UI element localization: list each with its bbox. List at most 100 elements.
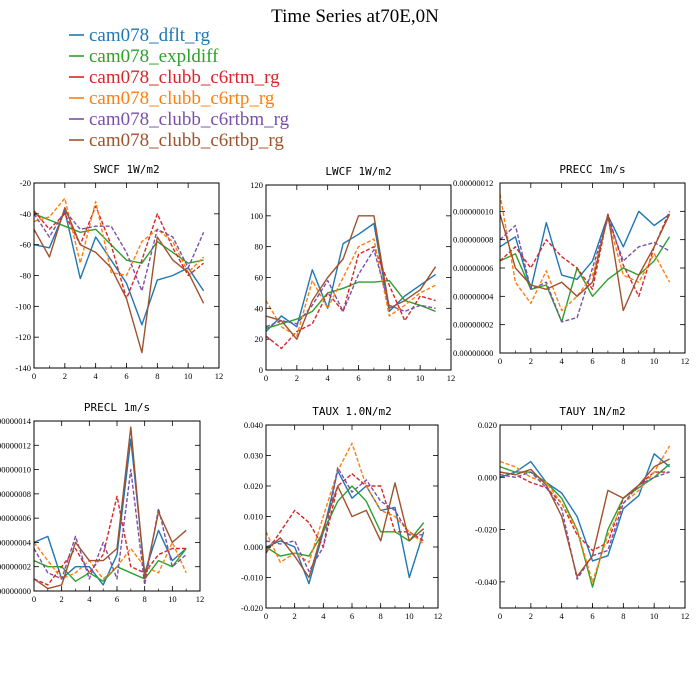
x-tick-label: 2 [295, 373, 299, 383]
y-tick-label: -0.020 [241, 603, 263, 613]
y-tick-label: 0.00000006 [0, 513, 31, 523]
plot-frame [265, 184, 452, 371]
y-tick-label: 100 [250, 211, 263, 221]
x-tick-label: 12 [434, 611, 443, 621]
x-tick-label: 0 [32, 371, 36, 381]
y-tick-label: 0.030 [244, 451, 263, 461]
x-tick-label: 12 [447, 373, 456, 383]
series-line-cam078-clubb-c6rtbm-rg [500, 471, 670, 580]
series-line-cam078-dflt-rg [266, 470, 425, 585]
x-tick-label: 2 [293, 611, 297, 621]
series-line-cam078-expldiff [34, 548, 187, 582]
y-tick-label: -80 [20, 271, 31, 281]
x-tick-label: 2 [529, 611, 533, 621]
y-tick-label: -120 [15, 332, 31, 342]
y-tick-label: -0.040 [475, 577, 497, 587]
y-tick-label: 0.00000014 [0, 416, 32, 426]
x-tick-label: 0 [498, 356, 502, 366]
series-line-cam078-expldiff [500, 236, 671, 323]
chart-panels: SWCF 1W/m2 0 2 4 6 8 10 12 -140 -120 -100 -80 -60 -40… [0, 163, 689, 621]
x-tick-label: 12 [196, 594, 205, 604]
series-line-cam078-clubb-c6rtbp-rg [34, 206, 205, 354]
x-tick-label: 6 [356, 373, 360, 383]
x-tick-label: 6 [124, 371, 128, 381]
series-line-cam078-expldiff [266, 279, 436, 330]
x-tick-label: 4 [321, 611, 326, 621]
x-tick-label: 0 [264, 373, 268, 383]
x-tick-label: 2 [60, 594, 64, 604]
x-tick-label: 0 [498, 611, 502, 621]
y-tick-label: 0.00000012 [0, 440, 31, 450]
y-tick-label: 40 [255, 303, 264, 313]
x-tick-label: 4 [560, 611, 565, 621]
x-tick-label: 2 [529, 356, 533, 366]
series-line-cam078-expldiff [500, 463, 671, 588]
series-line-cam078-clubb-c6rtp-rg [34, 541, 187, 580]
x-tick-label: 0 [264, 611, 268, 621]
panel-title-tauy-1n-m2: TAUY 1N/m2 [559, 405, 625, 418]
series-line-cam078-clubb-c6rtp-rg [34, 197, 205, 277]
x-tick-label: 4 [94, 371, 99, 381]
y-tick-label: 0.010 [244, 512, 263, 522]
series-line-cam078-clubb-c6rtbp-rg [500, 213, 671, 312]
y-tick-label: 0.00000010 [0, 465, 31, 475]
series-group [266, 442, 425, 585]
series-line-cam078-clubb-c6rtbm-rg [34, 210, 205, 292]
y-tick-label: 20 [255, 334, 264, 344]
series-line-cam078-clubb-c6rtp-rg [500, 445, 671, 583]
series-group [500, 445, 671, 588]
series-line-cam078-clubb-c6rtp-rg [266, 238, 436, 337]
x-tick-label: 4 [560, 356, 565, 366]
y-tick-label: -20 [20, 178, 31, 188]
series-line-cam078-dflt-rg [266, 222, 437, 332]
x-tick-label: 10 [650, 611, 659, 621]
series-line-cam078-clubb-c6rtp-rg [500, 194, 671, 312]
legend-label-cam078-clubb-c6rtbm-rg: cam078_clubb_c6rtbm_rg [89, 109, 290, 130]
y-tick-label: 0.00000004 [453, 291, 494, 301]
series-group [500, 194, 671, 323]
y-tick-label: 0.00000000 [0, 586, 31, 596]
series-line-cam078-expldiff [34, 213, 204, 264]
x-tick-label: 10 [168, 594, 177, 604]
y-tick-label: -40 [20, 209, 31, 219]
y-tick-label: 0.020 [244, 481, 263, 491]
y-tick-label: 0.00000008 [0, 489, 31, 499]
x-tick-label: 0 [32, 594, 36, 604]
x-tick-label: 8 [155, 371, 159, 381]
series-line-cam078-dflt-rg [34, 438, 187, 586]
y-tick-label: 0.000 [244, 542, 263, 552]
series-line-cam078-clubb-c6rtm-rg [500, 211, 671, 297]
x-tick-label: 12 [681, 356, 690, 366]
y-tick-label: 0.00000006 [453, 263, 493, 273]
y-tick-label: 0.00000008 [453, 235, 493, 245]
panel-tauy-1n-m2: TAUY 1N/m2 0 2 4 6 8 10 12 -0.040 -0.020 0.000 0.02… [475, 405, 689, 621]
x-tick-label: 8 [143, 594, 147, 604]
panel-title-precl-1m-s: PRECL 1m/s [84, 401, 150, 414]
series-line-cam078-clubb-c6rtbm-rg [266, 249, 436, 328]
legend-label-cam078-clubb-c6rtbp-rg: cam078_clubb_c6rtbp_rg [89, 130, 284, 151]
x-tick-label: 4 [87, 594, 92, 604]
plot-frame [499, 182, 686, 354]
y-tick-label: 80 [255, 242, 264, 252]
panel-title-swcf-1w-m2: SWCF 1W/m2 [93, 163, 159, 176]
y-tick-label: 0.00000002 [453, 320, 493, 330]
y-tick-label: 0 [259, 365, 263, 375]
x-tick-label: 6 [590, 611, 594, 621]
panel-swcf-1w-m2: SWCF 1W/m2 0 2 4 6 8 10 12 -140 -120 -100 -80 -60 -40… [15, 163, 223, 381]
x-tick-label: 8 [387, 373, 391, 383]
x-tick-label: 6 [115, 594, 119, 604]
legend-label-cam078-expldiff: cam078_expldiff [89, 46, 219, 67]
x-tick-label: 10 [416, 373, 425, 383]
plot-frame [33, 420, 201, 592]
series-line-cam078-clubb-c6rtbm-rg [266, 467, 424, 573]
y-tick-label: 0.000 [478, 472, 497, 482]
x-tick-label: 10 [405, 611, 414, 621]
x-tick-label: 8 [621, 611, 625, 621]
panel-precl-1m-s: PRECL 1m/s 0 2 4 6 8 10 12 0.00000000 0.00000002 0… [0, 401, 204, 604]
x-tick-label: 10 [184, 371, 193, 381]
panel-title-precc-1m-s: PRECC 1m/s [559, 163, 625, 176]
legend-label-cam078-dflt-rg: cam078_dflt_rg [89, 25, 211, 46]
series-line-cam078-dflt-rg [34, 210, 205, 326]
panel-precc-1m-s: PRECC 1m/s 0 2 4 6 8 10 12 0.00000000 0.00000002 0… [453, 163, 689, 366]
